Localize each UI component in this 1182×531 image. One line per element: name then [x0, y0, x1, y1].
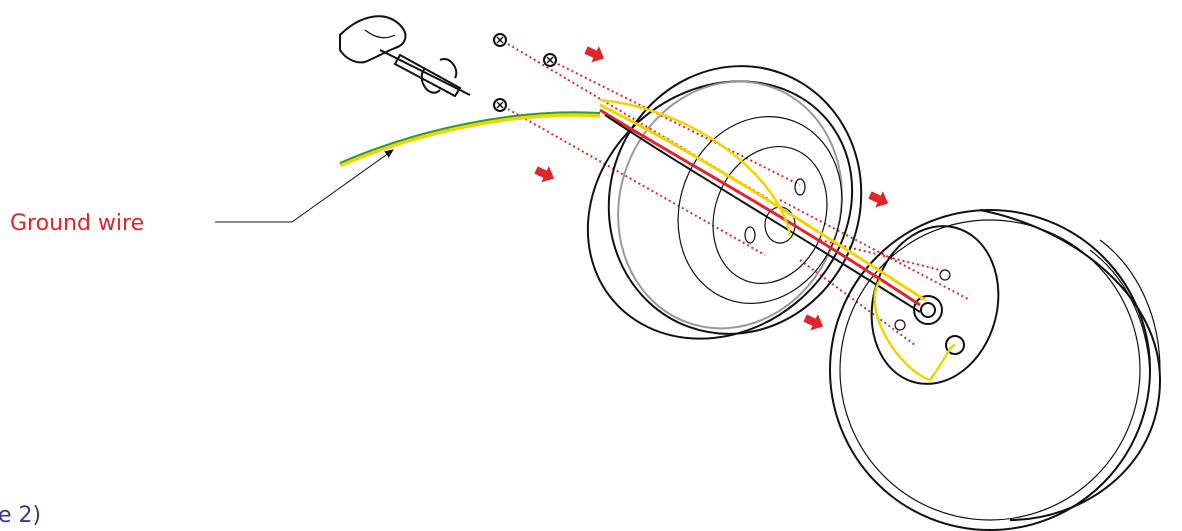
caption: e 2) — [0, 503, 41, 528]
ground-wire — [338, 111, 601, 168]
screws — [493, 33, 557, 112]
ground-wire-label: Ground wire — [10, 211, 144, 236]
cables — [599, 98, 956, 382]
leader-line — [215, 149, 394, 223]
mount-base — [586, 65, 863, 340]
hand-tool-icon — [339, 15, 471, 98]
camera-body — [829, 209, 1162, 531]
